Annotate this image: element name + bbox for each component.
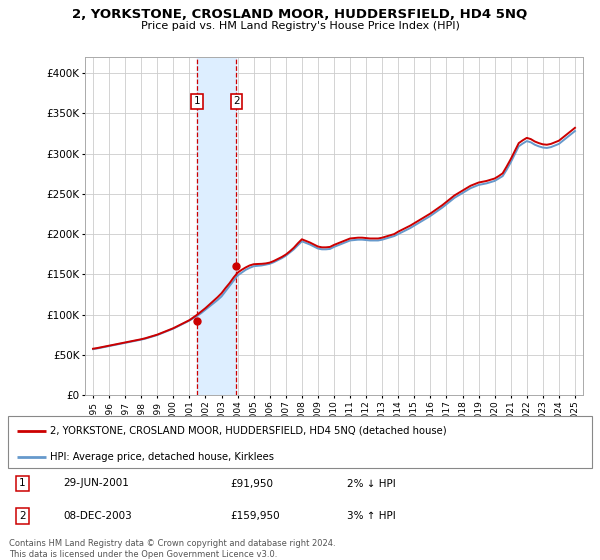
FancyBboxPatch shape (8, 416, 592, 468)
Text: HPI: Average price, detached house, Kirklees: HPI: Average price, detached house, Kirk… (50, 451, 274, 461)
Text: Price paid vs. HM Land Registry's House Price Index (HPI): Price paid vs. HM Land Registry's House … (140, 21, 460, 31)
Text: 29-JUN-2001: 29-JUN-2001 (64, 478, 130, 488)
Text: 2, YORKSTONE, CROSLAND MOOR, HUDDERSFIELD, HD4 5NQ (detached house): 2, YORKSTONE, CROSLAND MOOR, HUDDERSFIEL… (50, 426, 446, 436)
Text: 2: 2 (19, 511, 26, 521)
Text: £91,950: £91,950 (230, 478, 273, 488)
Text: 3% ↑ HPI: 3% ↑ HPI (347, 511, 395, 521)
Text: 1: 1 (19, 478, 26, 488)
Text: 2% ↓ HPI: 2% ↓ HPI (347, 478, 395, 488)
Text: 2: 2 (233, 96, 240, 106)
Text: £159,950: £159,950 (230, 511, 280, 521)
Text: Contains HM Land Registry data © Crown copyright and database right 2024.
This d: Contains HM Land Registry data © Crown c… (9, 539, 335, 559)
Bar (197, 57, 236, 395)
Text: 1: 1 (194, 96, 200, 106)
Text: 2, YORKSTONE, CROSLAND MOOR, HUDDERSFIELD, HD4 5NQ: 2, YORKSTONE, CROSLAND MOOR, HUDDERSFIEL… (73, 8, 527, 21)
Text: 08-DEC-2003: 08-DEC-2003 (64, 511, 132, 521)
